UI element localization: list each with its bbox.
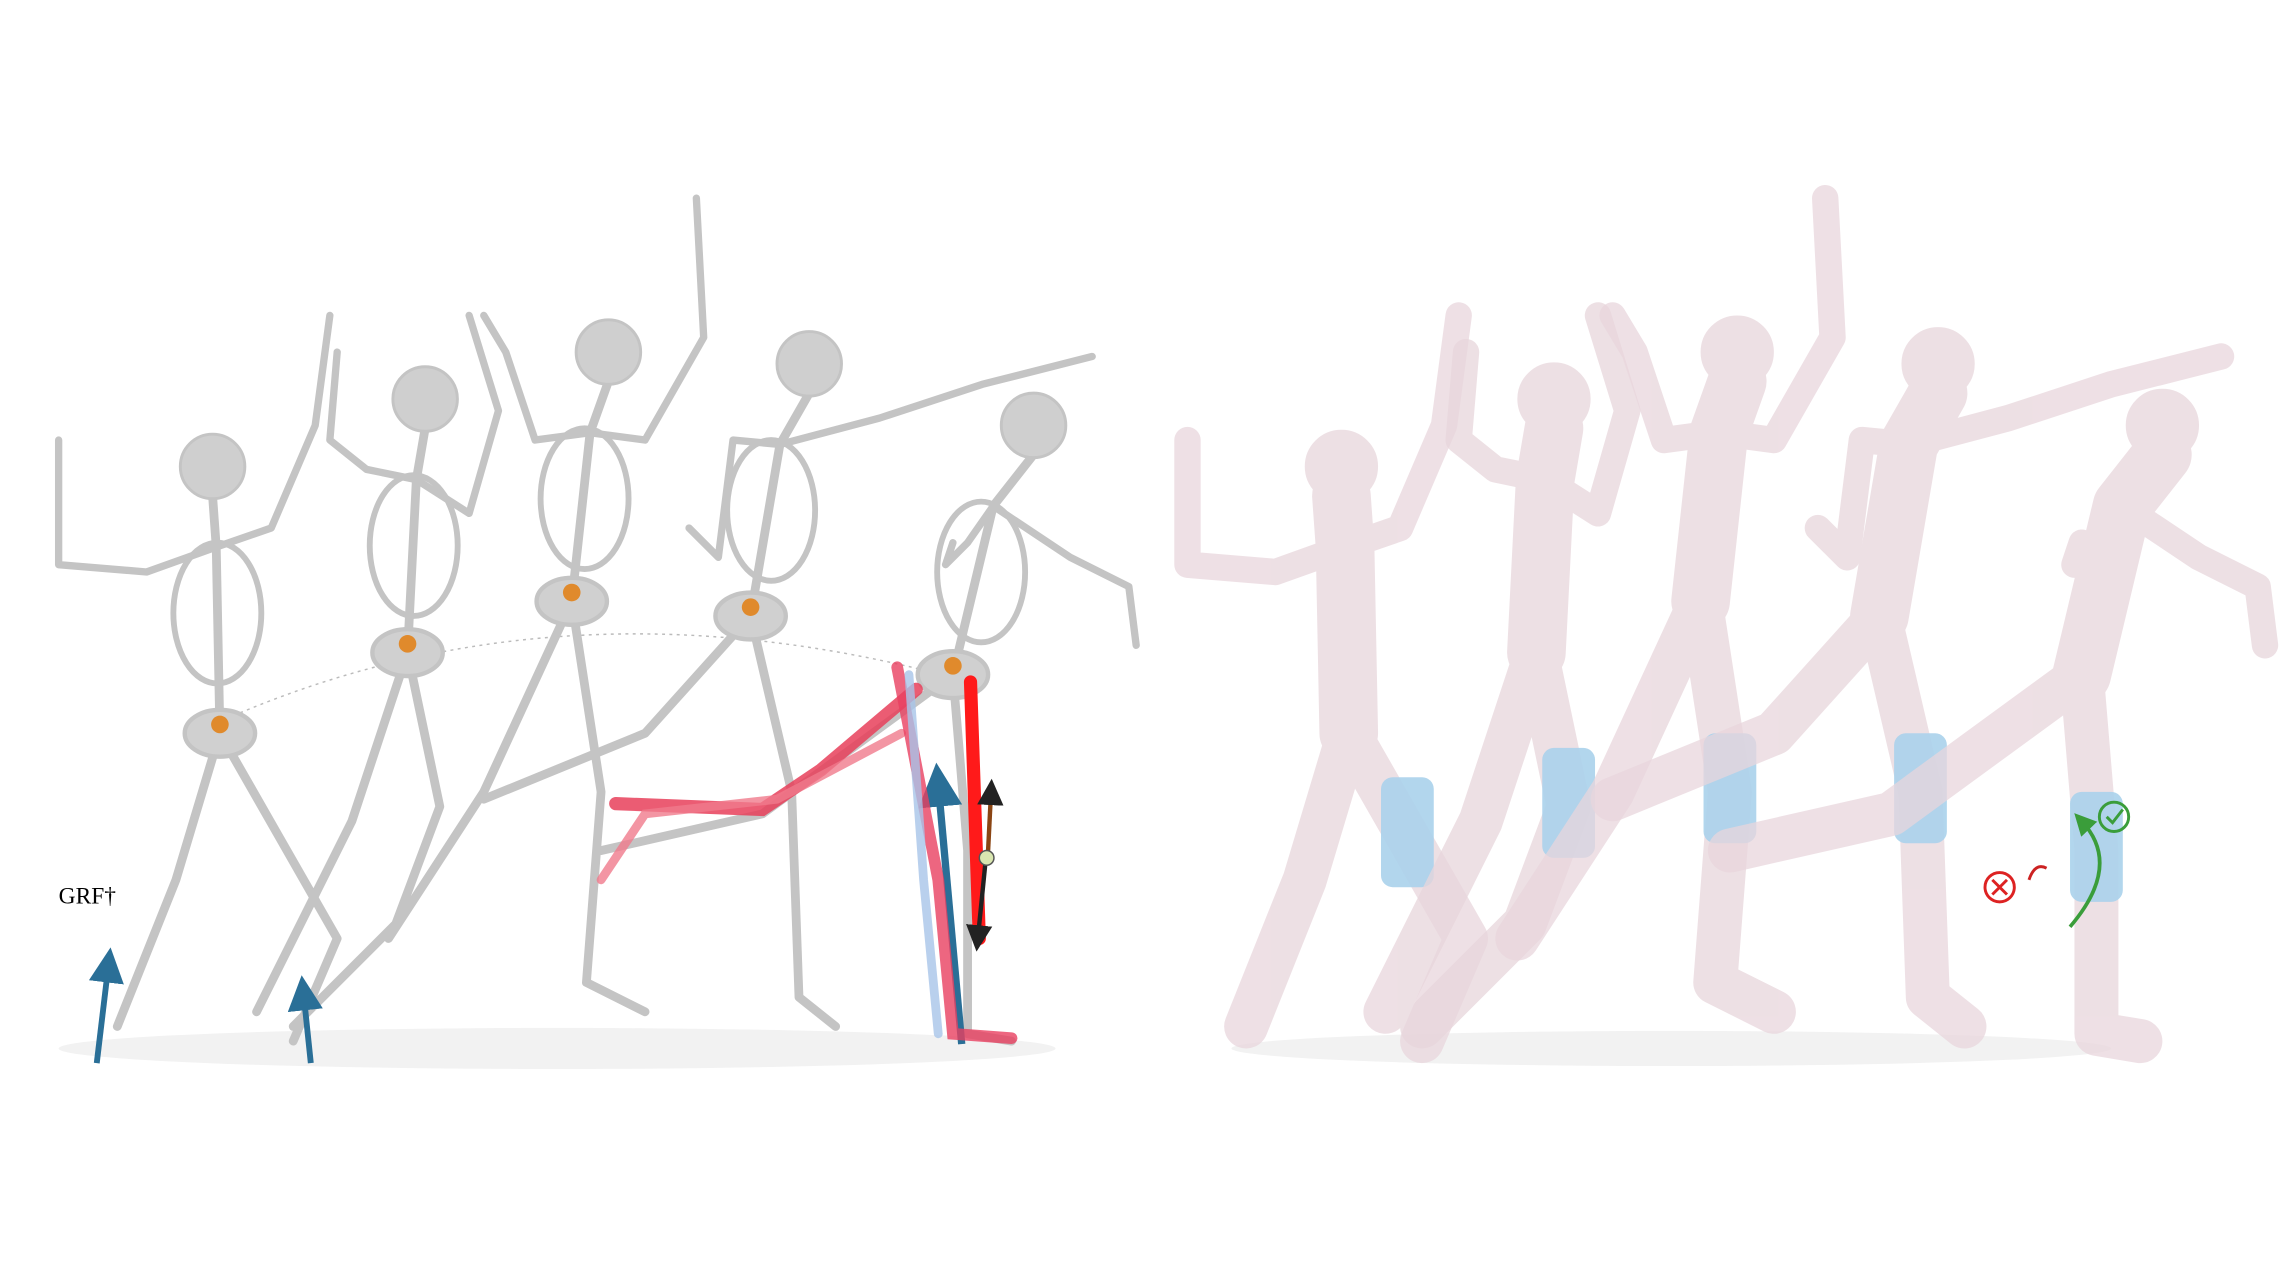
spine [403, 423, 430, 658]
arm [326, 348, 421, 484]
com-trajectory [219, 633, 954, 723]
spine [1507, 399, 1584, 682]
arm [1531, 302, 1641, 527]
torque-arrow [2027, 865, 2048, 881]
annotation: GRF† [59, 883, 116, 909]
ribcage [724, 437, 819, 584]
head [999, 391, 1068, 460]
body [1707, 388, 2279, 1064]
leg [1678, 579, 1796, 1034]
grf-arrow [287, 975, 323, 1064]
leg [567, 596, 650, 1017]
leg [1363, 630, 1559, 1034]
arm [1895, 343, 2235, 458]
arm [1599, 302, 1733, 454]
body [1363, 302, 1641, 1049]
force-arrow [966, 864, 993, 952]
leg [1224, 711, 1371, 1049]
skeleton [54, 311, 342, 1046]
force-arrow [977, 778, 1004, 851]
ribcage [366, 472, 461, 619]
head [391, 365, 459, 433]
arm [1705, 184, 1846, 454]
arm [1445, 338, 1559, 493]
leg [384, 596, 577, 943]
muscle [596, 728, 907, 885]
rotation-arrow [2068, 813, 2102, 928]
overlays: GRF† [59, 661, 2131, 1064]
leg [112, 728, 225, 1031]
leg [288, 648, 445, 1031]
com [741, 598, 760, 616]
arm [941, 502, 997, 569]
com [944, 657, 962, 675]
skeleton [479, 330, 1096, 1031]
error-icon [1991, 878, 2009, 896]
leg [1707, 652, 2104, 873]
ok-icon [2105, 808, 2124, 825]
leg [252, 648, 412, 1017]
head [2125, 388, 2200, 463]
arm [2061, 492, 2136, 578]
spine [1671, 352, 1767, 631]
joint [978, 849, 995, 866]
muscle [963, 675, 986, 946]
arm [54, 436, 220, 576]
muscle [904, 670, 943, 1039]
arm [776, 352, 1096, 449]
head [1517, 362, 1591, 436]
arm [1174, 426, 1359, 586]
grf-arrow [88, 947, 124, 1064]
leg [2059, 652, 2163, 1064]
knee-brace [1380, 777, 1434, 888]
skeleton [252, 311, 503, 1031]
spine [1312, 466, 1379, 763]
head [1901, 327, 1975, 401]
head [1304, 429, 1379, 504]
spine [208, 491, 225, 738]
spine [2052, 425, 2192, 704]
arm [989, 502, 1140, 649]
ribcage [934, 498, 1029, 646]
body [1590, 327, 2235, 1049]
arm [2108, 492, 2279, 659]
head [775, 330, 843, 398]
arm [1804, 426, 1922, 571]
grf-arrow [918, 762, 966, 1045]
ribcage [170, 539, 265, 687]
error-icon [1983, 871, 2016, 904]
head [1700, 315, 1774, 389]
head [574, 318, 643, 386]
arm [212, 311, 334, 551]
ribcage [537, 425, 632, 572]
leg [479, 611, 756, 804]
skeleton [384, 194, 708, 1017]
leg [1857, 593, 1987, 1049]
com [562, 583, 581, 602]
arm [480, 311, 594, 444]
skeleton [596, 391, 1140, 1046]
leg [746, 611, 841, 1031]
com [211, 715, 229, 734]
body-sequence [1174, 184, 2279, 1067]
ground-shadow [58, 1027, 1056, 1069]
head [178, 432, 247, 501]
com [398, 635, 417, 653]
arm [586, 194, 708, 444]
ok-icon [2097, 800, 2131, 833]
leg [1590, 593, 1902, 822]
ground-shadow [1231, 1030, 2112, 1067]
